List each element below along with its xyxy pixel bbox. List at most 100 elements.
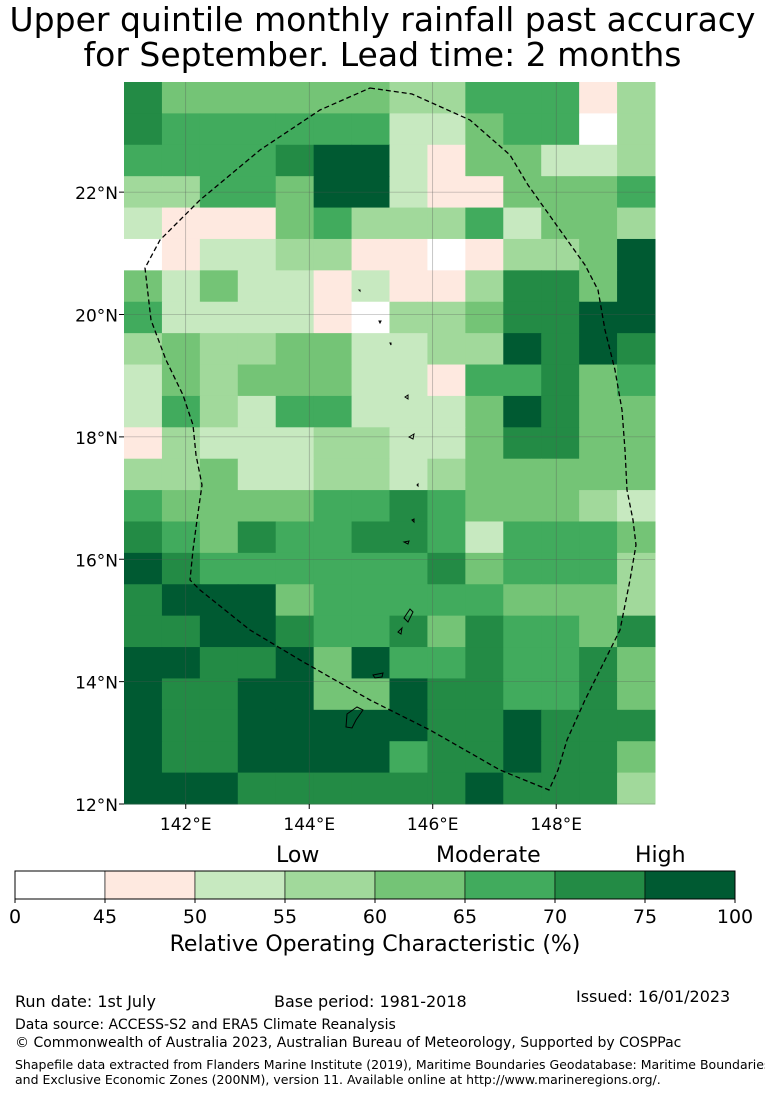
grid-cell (465, 395, 504, 428)
colorbar-tick-label: 100 (717, 906, 753, 928)
grid-cell (124, 741, 163, 774)
grid-cell (199, 82, 239, 114)
base-period: Base period: 1981-2018 (274, 992, 467, 1011)
grid-cell (389, 333, 428, 366)
map-gridlines (124, 82, 655, 805)
grid-cell (427, 678, 466, 711)
grid-cell (351, 270, 390, 303)
grid-cell (465, 82, 504, 114)
grid-cell (351, 552, 390, 585)
lat-tick-label: 18°N (75, 429, 118, 449)
grid-cell (237, 678, 277, 711)
grid-cell (124, 552, 163, 585)
grid-cell (465, 709, 504, 742)
grid-cell (541, 458, 580, 491)
grid-cell (541, 144, 580, 177)
grid-cell (313, 207, 353, 240)
grid-cell (199, 458, 239, 491)
grid-cell (427, 270, 466, 303)
grid-cell (503, 490, 542, 522)
grid-cell (124, 490, 163, 522)
grid-cell (579, 458, 618, 491)
grid-cell (199, 113, 239, 146)
grid-cell (617, 207, 656, 240)
tinian-island (397, 626, 403, 635)
grid-cell (351, 741, 390, 774)
maug-island (378, 320, 382, 325)
lon-tick-label: 142°E (160, 815, 212, 835)
grid-cell (503, 364, 542, 397)
grid-cell (389, 458, 428, 491)
grid-cell (541, 678, 580, 711)
grid-cell (237, 584, 277, 617)
grid-cell (579, 709, 618, 742)
grid-cell (275, 144, 315, 177)
colorbar-tick-label: 50 (183, 906, 207, 928)
grid-cell (313, 270, 353, 303)
grid-cell (541, 584, 580, 617)
grid-cell (313, 238, 353, 271)
grid-cell (199, 709, 239, 742)
grid-cell (579, 364, 618, 397)
grid-cell (541, 395, 580, 428)
grid-cell (237, 301, 277, 334)
grid-cell (124, 113, 163, 146)
grid-cell (579, 395, 618, 428)
grid-cell (124, 678, 163, 711)
grid-cell (237, 521, 277, 554)
grid-cell (427, 301, 466, 334)
grid-cell (617, 270, 656, 303)
grid-cell (161, 521, 201, 554)
grid-cell (275, 238, 315, 271)
grid-cell (237, 772, 277, 805)
grid-cell (579, 521, 618, 554)
grid-cell (351, 709, 390, 742)
grid-cell (199, 427, 239, 460)
grid-cell (427, 709, 466, 742)
colorbar-swatch (644, 870, 736, 900)
grid-cell (161, 458, 201, 491)
grid-cell (389, 207, 428, 240)
grid-cell (275, 709, 315, 742)
grid-cell (237, 552, 277, 585)
grid-cell (124, 82, 163, 114)
asuncion-island (389, 342, 392, 346)
grid-cell (275, 647, 315, 679)
grid-cell (161, 709, 201, 742)
grid-cell (427, 427, 466, 460)
lat-tick-label: 20°N (75, 307, 118, 327)
grid-cell (427, 772, 466, 805)
grid-cell (465, 647, 504, 679)
grid-cell (503, 552, 542, 585)
grid-cell (161, 615, 201, 648)
grid-cell (541, 615, 580, 648)
grid-cell (199, 584, 239, 617)
grid-cell (237, 207, 277, 240)
grid-cell (161, 333, 201, 366)
grid-cell (579, 82, 618, 114)
grid-cell (351, 584, 390, 617)
grid-cell (313, 741, 353, 774)
colorbar-swatch (284, 870, 376, 900)
grid-cell (199, 301, 239, 334)
grid-cell (351, 207, 390, 240)
grid-cell (351, 678, 390, 711)
grid-cell (541, 427, 580, 460)
pagan-island (407, 432, 415, 440)
grid-cell (465, 521, 504, 554)
grid-cell (465, 113, 504, 146)
grid-cell (199, 207, 239, 240)
grid-cell (427, 364, 466, 397)
grid-cell (579, 427, 618, 460)
lat-tick-label: 12°N (75, 796, 118, 816)
colorbar-swatch (374, 870, 466, 900)
grid-cell (237, 333, 277, 366)
grid-cell (199, 647, 239, 679)
grid-cell (541, 238, 580, 271)
grid-cell (161, 301, 201, 334)
grid-cell (199, 395, 239, 428)
grid-cell (313, 615, 353, 648)
colorbar-tick-label: 70 (543, 906, 567, 928)
grid-cell (124, 647, 163, 679)
anatahan-island (402, 540, 410, 545)
